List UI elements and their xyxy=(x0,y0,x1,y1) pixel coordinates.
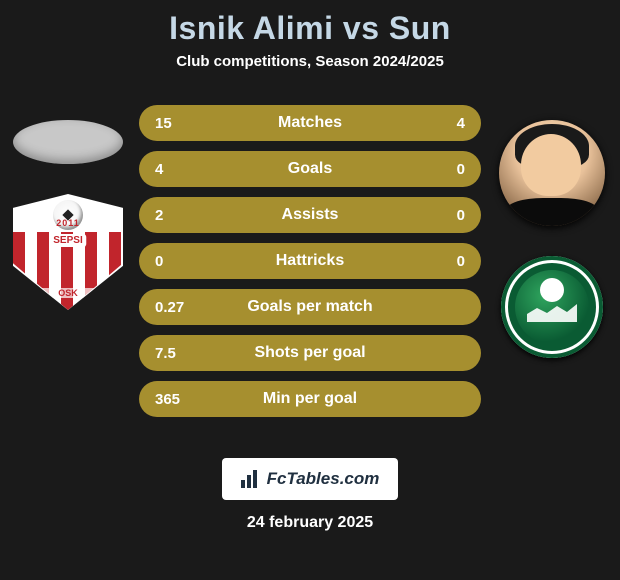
stat-right-value: 0 xyxy=(425,253,465,270)
stats-container: 15 Matches 4 4 Goals 0 2 Assists 0 0 Hat… xyxy=(0,95,620,427)
stat-left-value: 2 xyxy=(155,207,195,224)
stat-left-value: 365 xyxy=(155,391,195,408)
footer-date: 24 february 2025 xyxy=(0,514,620,532)
stat-label: Min per goal xyxy=(195,390,425,408)
page-subtitle: Club competitions, Season 2024/2025 xyxy=(0,53,620,70)
header: Isnik Alimi vs Sun Club competitions, Se… xyxy=(0,0,620,74)
stat-left-value: 7.5 xyxy=(155,345,195,362)
stat-row-goals-per-match: 0.27 Goals per match xyxy=(139,289,481,325)
stat-row-shots-per-goal: 7.5 Shots per goal xyxy=(139,335,481,371)
page-title: Isnik Alimi vs Sun xyxy=(0,10,620,47)
stat-label: Matches xyxy=(195,114,425,132)
stat-label: Goals per match xyxy=(195,298,425,316)
stat-right-value: 4 xyxy=(425,115,465,132)
bar-chart-icon xyxy=(241,470,261,488)
stat-label: Shots per goal xyxy=(195,344,425,362)
stat-label: Hattricks xyxy=(195,252,425,270)
stat-left-value: 15 xyxy=(155,115,195,132)
source-logo: FcTables.com xyxy=(222,458,398,500)
stat-row-min-per-goal: 365 Min per goal xyxy=(139,381,481,417)
stat-row-matches: 15 Matches 4 xyxy=(139,105,481,141)
stat-label: Assists xyxy=(195,206,425,224)
stat-row-goals: 4 Goals 0 xyxy=(139,151,481,187)
stat-right-value: 0 xyxy=(425,207,465,224)
stat-label: Goals xyxy=(195,160,425,178)
source-logo-text: FcTables.com xyxy=(267,469,380,489)
stat-left-value: 4 xyxy=(155,161,195,178)
stat-row-hattricks: 0 Hattricks 0 xyxy=(139,243,481,279)
stat-right-value: 0 xyxy=(425,161,465,178)
stat-left-value: 0 xyxy=(155,253,195,270)
stat-row-assists: 2 Assists 0 xyxy=(139,197,481,233)
stat-left-value: 0.27 xyxy=(155,299,195,316)
